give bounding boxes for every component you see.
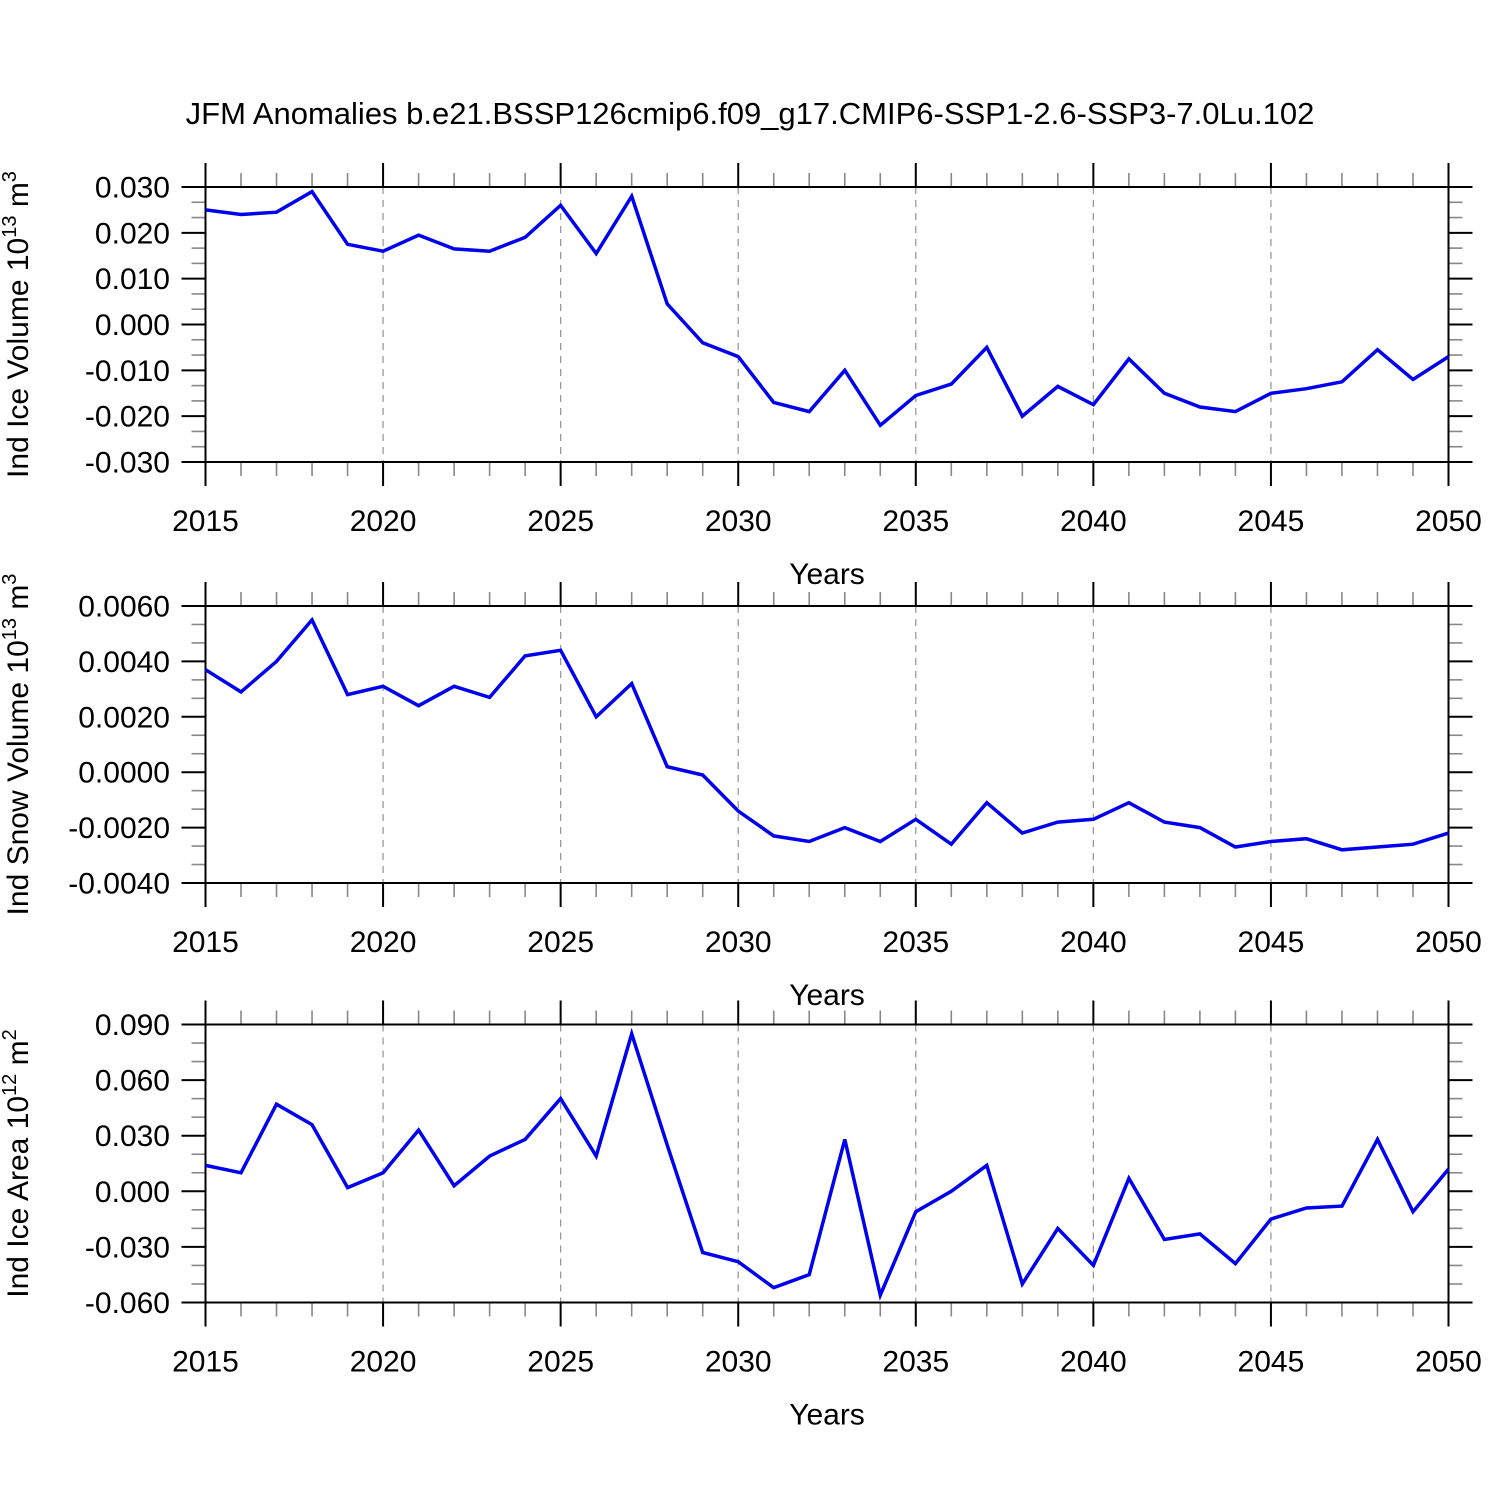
y-tick-label: 0.000 (95, 1176, 170, 1209)
y-axis-title: Ind Snow Volume 1013​ m3​ (0, 574, 35, 916)
y-tick-label: 0.0060 (78, 591, 170, 624)
y-tick-label: -0.030 (85, 1231, 170, 1264)
plot-frame (204, 605, 1450, 884)
y-tick-label: 0.000 (95, 309, 170, 342)
x-tick-label: 2015 (172, 1346, 239, 1379)
x-tick-label: 2035 (882, 1346, 949, 1379)
plot-frame (204, 1023, 1450, 1304)
x-tick-label: 2025 (527, 926, 594, 959)
y-tick-label: -0.010 (85, 355, 170, 388)
x-tick-label: 2045 (1238, 926, 1305, 959)
x-tick-label: 2030 (705, 1346, 772, 1379)
x-tick-label: 2050 (1415, 926, 1482, 959)
x-tick-label: 2035 (882, 926, 949, 959)
x-tick-label: 2050 (1415, 1346, 1482, 1379)
x-tick-label: 2025 (527, 1346, 594, 1379)
y-axis-title: Ind Ice Volume 1013​ m3​ (0, 171, 35, 478)
x-tick-label: 2015 (172, 505, 239, 538)
x-axis-title: Years (789, 558, 865, 591)
y-tick-label: -0.060 (85, 1287, 170, 1320)
panel-ice-volume: 0.0300.0200.0100.000-0.010-0.020-0.03020… (0, 163, 1482, 591)
x-tick-label: 2040 (1060, 1346, 1127, 1379)
x-axis-title: Years (789, 979, 865, 1012)
data-line-snow-volume (204, 616, 1450, 852)
plot-frame (204, 186, 1450, 463)
data-line-ice-area (205, 1027, 1450, 1301)
x-tick-label: 2035 (882, 505, 949, 538)
data-line-ice-volume (205, 189, 1450, 428)
y-axis-title: Ind Ice Area 1012​ m2​ (0, 1029, 35, 1298)
x-tick-label: 2020 (350, 926, 417, 959)
panel-snow-volume: 0.00600.00400.00200.0000-0.0020-0.004020… (0, 574, 1482, 1012)
x-tick-label: 2030 (705, 505, 772, 538)
x-tick-label: 2040 (1060, 505, 1127, 538)
x-tick-label: 2045 (1238, 505, 1305, 538)
y-tick-label: 0.0020 (78, 701, 170, 734)
y-tick-label: 0.030 (95, 1120, 170, 1153)
y-tick-label: 0.0040 (78, 646, 170, 679)
y-tick-label: -0.030 (85, 447, 170, 480)
y-tick-label: 0.060 (95, 1065, 170, 1098)
x-tick-label: 2030 (705, 926, 772, 959)
y-tick-label: 0.090 (95, 1009, 170, 1042)
x-axis-title: Years (789, 1399, 865, 1432)
y-tick-label: -0.0020 (68, 812, 170, 845)
x-tick-label: 2040 (1060, 926, 1127, 959)
x-tick-label: 2050 (1415, 505, 1482, 538)
y-tick-label: 0.010 (95, 263, 170, 296)
x-tick-label: 2045 (1238, 1346, 1305, 1379)
y-tick-label: -0.0040 (68, 868, 170, 901)
y-tick-label: 0.0000 (78, 757, 170, 790)
chart-title: JFM Anomalies b.e21.BSSP126cmip6.f09_g17… (185, 96, 1315, 131)
x-tick-label: 2020 (350, 505, 417, 538)
y-tick-label: 0.030 (95, 172, 170, 205)
x-tick-label: 2025 (527, 505, 594, 538)
x-tick-label: 2020 (350, 1346, 417, 1379)
x-tick-label: 2015 (172, 926, 239, 959)
y-tick-label: -0.020 (85, 401, 170, 434)
y-tick-label: 0.020 (95, 217, 170, 250)
